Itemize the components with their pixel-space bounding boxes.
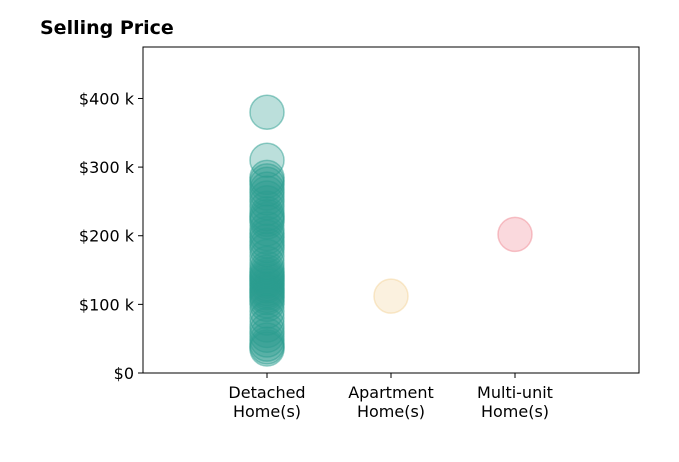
data-point (249, 94, 285, 130)
data-point (249, 331, 285, 367)
data-point (497, 216, 533, 253)
chart-title: Selling Price (40, 17, 174, 39)
y-tick-label: $0 (114, 364, 134, 383)
y-tick-label: $400 k (79, 89, 135, 108)
y-tick-label: $200 k (79, 227, 135, 246)
y-tick-label: $300 k (79, 158, 135, 177)
y-axis: $0 $100 k $200 k $300 k $400 k (79, 89, 143, 383)
plot-frame (142, 46, 640, 374)
x-tick-label: Detached Home(s) (228, 383, 305, 421)
x-tick-label: Multi-unit Home(s) (477, 383, 553, 421)
x-tick-label: Apartment Home(s) (348, 383, 434, 421)
x-axis: Detached Home(s) Apartment Home(s) Multi-uni… (228, 373, 553, 421)
plot-points (249, 94, 533, 367)
y-tick-label: $100 k (79, 295, 135, 314)
data-point (373, 278, 409, 314)
